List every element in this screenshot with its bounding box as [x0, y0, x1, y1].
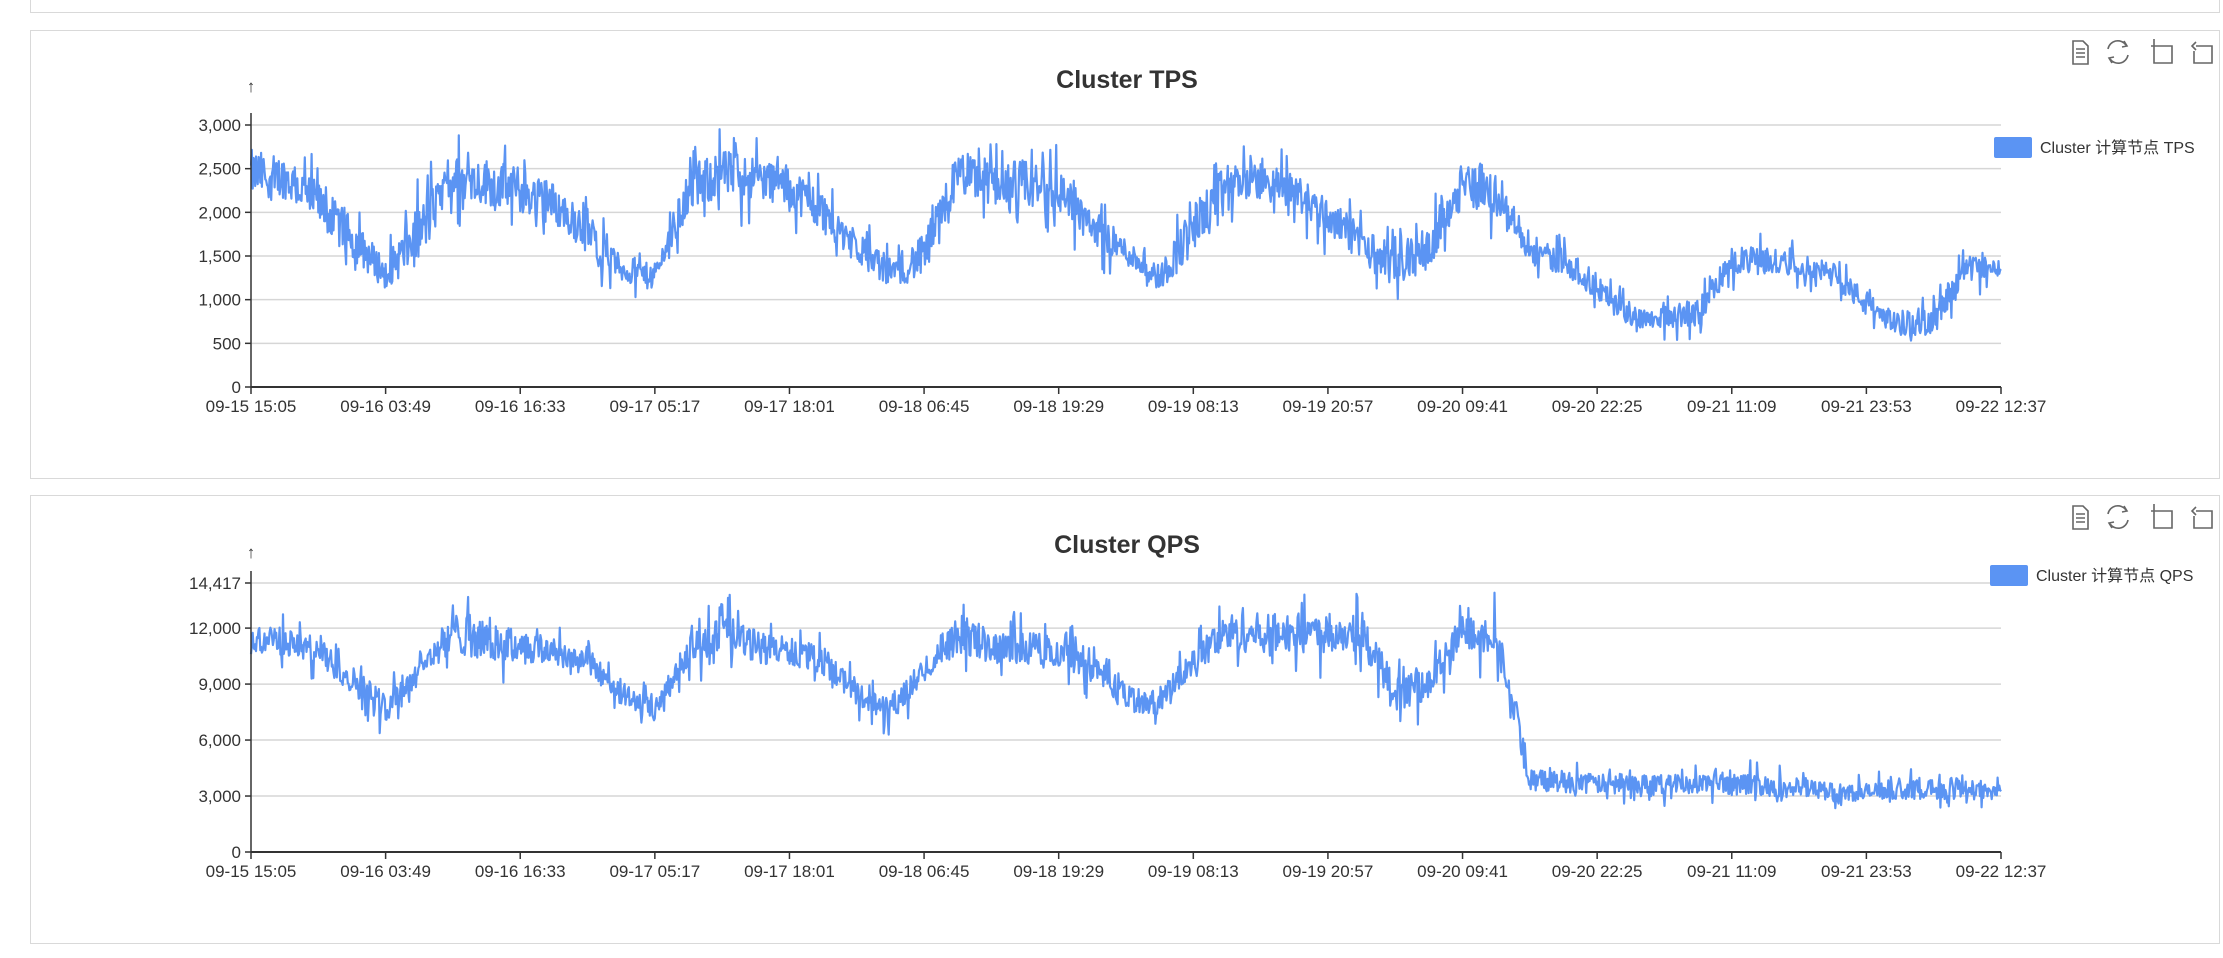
zoom-reset-icon[interactable]	[2190, 41, 2213, 64]
x-tick-label: 09-17 18:01	[744, 397, 835, 416]
y-tick-label: 3,000	[198, 787, 241, 806]
x-tick-label: 09-19 20:57	[1283, 397, 1374, 416]
legend-label: Cluster 计算节点 QPS	[2036, 566, 2193, 585]
zoom-reset-icon-shape	[2190, 506, 2213, 529]
zoom-icon[interactable]	[2151, 504, 2173, 529]
y-tick-label: 2,000	[198, 203, 241, 222]
series-line	[249, 591, 2002, 810]
x-tick-label: 09-21 23:53	[1821, 862, 1912, 881]
x-tick-label: 09-21 23:53	[1821, 397, 1912, 416]
data-view-icon-shape	[2072, 40, 2089, 65]
qps-chart-panel	[30, 495, 2220, 944]
x-tick-label: 09-20 22:25	[1552, 862, 1643, 881]
x-tick-label: 09-21 11:09	[1687, 397, 1776, 416]
y-tick-label: 0	[232, 843, 241, 862]
x-tick-label: 09-18 06:45	[879, 862, 970, 881]
x-tick-label: 09-22 12:37	[1956, 397, 2047, 416]
x-tick-label: 09-17 05:17	[609, 397, 700, 416]
legend-swatch	[1990, 565, 2028, 586]
previous-chart-panel	[30, 0, 2220, 13]
x-tick-label: 09-21 11:09	[1687, 862, 1776, 881]
x-tick-label: 09-16 03:49	[340, 862, 431, 881]
x-tick-label: 09-17 05:17	[609, 862, 700, 881]
x-tick-label: 09-22 12:37	[1956, 862, 2047, 881]
zoom-reset-icon-shape	[2190, 41, 2213, 64]
y-tick-label: 14,417	[189, 574, 241, 593]
series-line	[249, 128, 2002, 342]
x-tick-label: 09-20 09:41	[1417, 862, 1508, 881]
y-tick-label: 2,500	[198, 160, 241, 179]
x-tick-label: 09-16 03:49	[340, 397, 431, 416]
restore-icon-shape	[2107, 40, 2129, 64]
x-tick-label: 09-20 22:25	[1552, 397, 1643, 416]
chart-title: Cluster TPS	[1056, 66, 1198, 94]
x-tick-label: 09-15 15:05	[206, 397, 297, 416]
y-axis-arrow-icon: ↑	[247, 77, 256, 96]
toolbox	[2072, 504, 2213, 530]
zoom-icon-shape	[2151, 39, 2173, 64]
legend-label: Cluster 计算节点 TPS	[2040, 138, 2195, 157]
legend-swatch	[1994, 137, 2032, 158]
y-tick-label: 9,000	[198, 675, 241, 694]
y-tick-label: 1,500	[198, 247, 241, 266]
y-tick-label: 1,000	[198, 291, 241, 310]
restore-icon[interactable]	[2107, 40, 2129, 64]
restore-icon[interactable]	[2107, 505, 2129, 529]
x-tick-label: 09-16 16:33	[475, 862, 566, 881]
legend-item[interactable]: Cluster 计算节点 TPS	[1994, 137, 2195, 158]
zoom-icon[interactable]	[2151, 39, 2173, 64]
x-tick-label: 09-19 20:57	[1283, 862, 1374, 881]
y-tick-label: 12,000	[189, 619, 241, 638]
restore-icon-shape	[2107, 505, 2129, 529]
tps-chart: Cluster TPS ↑ 0 500 1,000 1,500 2,000 2,500 3,00…	[198, 39, 2213, 416]
x-tick-label: 09-18 19:29	[1013, 862, 1104, 881]
data-view-icon[interactable]	[2072, 505, 2089, 530]
toolbox	[2072, 39, 2213, 65]
data-view-icon-shape	[2072, 505, 2089, 530]
data-view-icon[interactable]	[2072, 40, 2089, 65]
x-tick-label: 09-18 19:29	[1013, 397, 1104, 416]
zoom-reset-icon[interactable]	[2190, 506, 2213, 529]
y-tick-label: 0	[232, 378, 241, 397]
x-tick-label: 09-15 15:05	[206, 862, 297, 881]
x-tick-label: 09-18 06:45	[879, 397, 970, 416]
y-axis-arrow-icon: ↑	[247, 543, 256, 562]
x-tick-label: 09-20 09:41	[1417, 397, 1508, 416]
y-tick-label: 6,000	[198, 731, 241, 750]
chart-title: Cluster QPS	[1054, 531, 1200, 559]
y-tick-label: 500	[213, 334, 241, 353]
legend-item[interactable]: Cluster 计算节点 QPS	[1990, 565, 2193, 586]
y-tick-label: 3,000	[198, 116, 241, 135]
qps-chart: Cluster QPS ↑ 0 3,000 6,000 9,000 12,000 14,417…	[189, 504, 2213, 881]
x-tick-label: 09-17 18:01	[744, 862, 835, 881]
zoom-icon-shape	[2151, 504, 2173, 529]
x-tick-label: 09-19 08:13	[1148, 862, 1239, 881]
x-tick-label: 09-19 08:13	[1148, 397, 1239, 416]
x-tick-label: 09-16 16:33	[475, 397, 566, 416]
